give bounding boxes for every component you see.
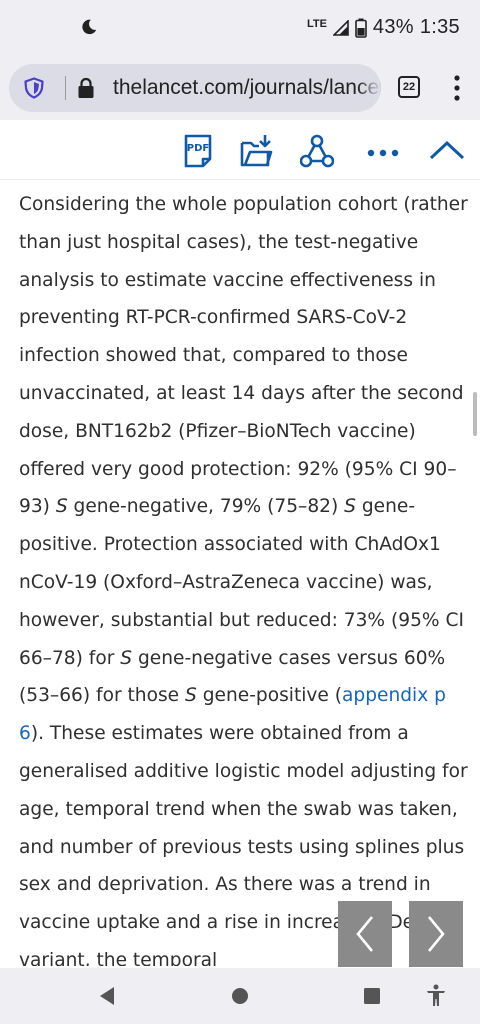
lock-icon[interactable] [77,77,95,99]
article-paragraph: Considering the whole population cohort … [19,186,469,966]
home-circle-icon[interactable] [231,987,249,1005]
download-icon[interactable] [239,134,273,168]
system-navigation-bar [0,968,480,1024]
gene-symbol-s: S [185,685,197,707]
appendix-link[interactable]: appendix p 6 [19,685,446,745]
address-bar[interactable]: thelancet.com/journals/lancet [9,64,381,112]
accessibility-icon[interactable] [426,984,446,1008]
gene-symbol-s: S [344,496,356,518]
pdf-label: PDF [187,143,209,154]
text-run-2: gene-negative, 79% (75–82) [67,496,345,518]
gene-symbol-s: S [120,647,133,669]
pdf-icon[interactable]: PDF [181,134,215,168]
browser-toolbar: thelancet.com/journals/lancet 22 [0,56,480,120]
article-body: Considering the whole population cohort … [19,186,469,966]
collapse-chevron-icon[interactable] [428,134,466,168]
network-type: LTE [306,17,327,30]
url-fade [357,64,381,112]
address-separator [65,76,66,100]
status-indicators: LTE 43% 1:35 [307,16,460,39]
text-run-1: Considering the whole population cohort … [19,194,468,518]
share-icon[interactable] [300,134,334,168]
chevron-left-icon [356,916,374,952]
battery-percent: 43% [372,16,414,38]
text-run-6: ). These estimates were obtained from a … [19,723,468,966]
url-text[interactable]: thelancet.com/journals/lancet [113,76,381,99]
menu-dots-icon[interactable] [452,74,462,102]
more-icon[interactable] [366,134,400,168]
battery-icon [355,18,367,38]
shield-icon[interactable] [23,77,45,99]
scrollbar-thumb[interactable] [473,392,477,436]
article-toolbar: PDF [0,120,480,180]
recents-square-icon[interactable] [363,987,381,1005]
text-run-4: gene-negative cases versus 60% (53–66) f… [19,647,446,707]
status-bar: LTE 43% 1:35 [0,0,480,56]
previous-button[interactable] [338,901,392,967]
clock: 1:35 [419,16,460,38]
back-triangle-icon[interactable] [98,986,116,1006]
text-run-3: gene-positive. Protection associated wit… [19,496,464,669]
chevron-right-icon [427,916,445,952]
text-run-5: gene-positive ( [196,685,343,707]
do-not-disturb-moon-icon [82,19,97,35]
signal-icon [332,19,349,36]
tab-switcher-button[interactable]: 22 [398,76,420,98]
next-button[interactable] [409,901,463,967]
gene-symbol-s: S [55,496,68,518]
